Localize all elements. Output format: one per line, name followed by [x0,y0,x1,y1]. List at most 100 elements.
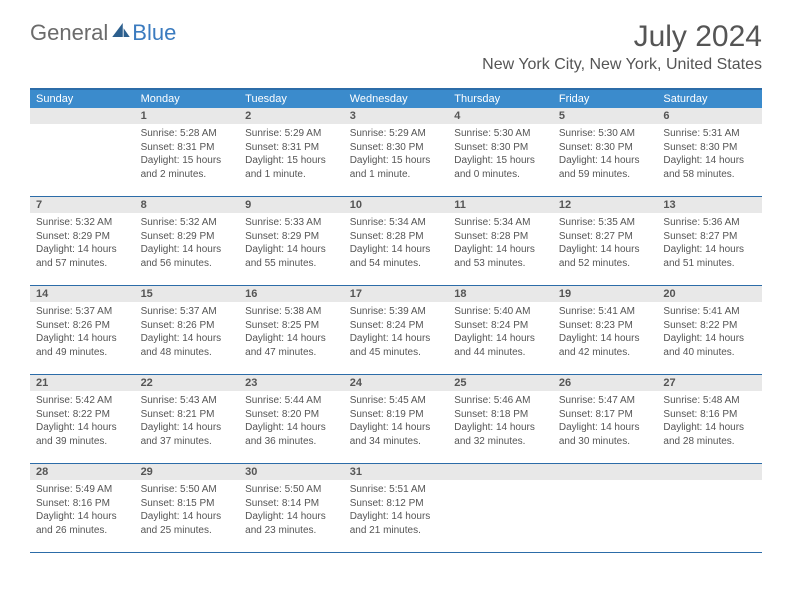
day-body: Sunrise: 5:50 AMSunset: 8:14 PMDaylight:… [239,480,344,543]
day-cell [448,464,553,552]
day-cell: 23Sunrise: 5:44 AMSunset: 8:20 PMDayligh… [239,375,344,463]
location: New York City, New York, United States [482,56,762,74]
day-body: Sunrise: 5:42 AMSunset: 8:22 PMDaylight:… [30,391,135,454]
daylight-text: Daylight: 14 hours and 49 minutes. [36,332,129,359]
daylight-text: Daylight: 15 hours and 1 minute. [350,154,443,181]
daylight-text: Daylight: 14 hours and 21 minutes. [350,510,443,537]
day-cell: 9Sunrise: 5:33 AMSunset: 8:29 PMDaylight… [239,197,344,285]
sunrise-text: Sunrise: 5:33 AM [245,216,338,230]
brand-text-blue: Blue [132,20,176,46]
daylight-text: Daylight: 14 hours and 39 minutes. [36,421,129,448]
day-number: 7 [30,197,135,213]
day-number: 10 [344,197,449,213]
sunset-text: Sunset: 8:15 PM [141,497,234,511]
day-number: 1 [135,108,240,124]
sunset-text: Sunset: 8:31 PM [141,141,234,155]
day-body: Sunrise: 5:37 AMSunset: 8:26 PMDaylight:… [30,302,135,365]
day-number: 13 [657,197,762,213]
day-number: 2 [239,108,344,124]
sunrise-text: Sunrise: 5:46 AM [454,394,547,408]
day-cell: 19Sunrise: 5:41 AMSunset: 8:23 PMDayligh… [553,286,658,374]
sunset-text: Sunset: 8:24 PM [454,319,547,333]
daylight-text: Daylight: 14 hours and 57 minutes. [36,243,129,270]
day-number: 18 [448,286,553,302]
day-cell: 3Sunrise: 5:29 AMSunset: 8:30 PMDaylight… [344,108,449,196]
sunrise-text: Sunrise: 5:30 AM [454,127,547,141]
sunset-text: Sunset: 8:20 PM [245,408,338,422]
day-cell: 7 Sunrise: 5:32 AMSunset: 8:29 PMDaylight… [30,197,135,285]
day-cell: 15Sunrise: 5:37 AMSunset: 8:26 PMDayligh… [135,286,240,374]
daylight-text: Daylight: 14 hours and 48 minutes. [141,332,234,359]
weeks-container: 1Sunrise: 5:28 AMSunset: 8:31 PMDaylight… [30,108,762,553]
daylight-text: Daylight: 14 hours and 58 minutes. [663,154,756,181]
sunset-text: Sunset: 8:29 PM [36,230,129,244]
sunrise-text: Sunrise: 5:48 AM [663,394,756,408]
sunrise-text: Sunrise: 5:49 AM [36,483,129,497]
daylight-text: Daylight: 15 hours and 2 minutes. [141,154,234,181]
day-body: Sunrise: 5:32 AMSunset: 8:29 PMDaylight:… [135,213,240,276]
sunrise-text: Sunrise: 5:32 AM [36,216,129,230]
day-cell: 1Sunrise: 5:28 AMSunset: 8:31 PMDaylight… [135,108,240,196]
day-cell: 17Sunrise: 5:39 AMSunset: 8:24 PMDayligh… [344,286,449,374]
day-cell: 26Sunrise: 5:47 AMSunset: 8:17 PMDayligh… [553,375,658,463]
day-number: 9 [239,197,344,213]
daylight-text: Daylight: 14 hours and 56 minutes. [141,243,234,270]
sunrise-text: Sunrise: 5:38 AM [245,305,338,319]
sunrise-text: Sunrise: 5:34 AM [350,216,443,230]
sunset-text: Sunset: 8:27 PM [663,230,756,244]
week-row: 28Sunrise: 5:49 AMSunset: 8:16 PMDayligh… [30,464,762,553]
day-number [30,108,135,124]
daylight-text: Daylight: 14 hours and 59 minutes. [559,154,652,181]
day-body [553,480,658,489]
sunset-text: Sunset: 8:30 PM [559,141,652,155]
sunrise-text: Sunrise: 5:51 AM [350,483,443,497]
dow-wednesday: Wednesday [344,90,449,108]
dow-monday: Monday [135,90,240,108]
day-body: Sunrise: 5:49 AMSunset: 8:16 PMDaylight:… [30,480,135,543]
sunset-text: Sunset: 8:19 PM [350,408,443,422]
dow-friday: Friday [553,90,658,108]
day-body: Sunrise: 5:50 AMSunset: 8:15 PMDaylight:… [135,480,240,543]
day-body: Sunrise: 5:39 AMSunset: 8:24 PMDaylight:… [344,302,449,365]
dow-saturday: Saturday [657,90,762,108]
day-number: 27 [657,375,762,391]
sunset-text: Sunset: 8:12 PM [350,497,443,511]
day-number: 29 [135,464,240,480]
day-body: Sunrise: 5:40 AMSunset: 8:24 PMDaylight:… [448,302,553,365]
day-body: Sunrise: 5:35 AMSunset: 8:27 PMDaylight:… [553,213,658,276]
day-number: 16 [239,286,344,302]
day-number: 4 [448,108,553,124]
daylight-text: Daylight: 14 hours and 25 minutes. [141,510,234,537]
sunrise-text: Sunrise: 5:50 AM [141,483,234,497]
day-number: 15 [135,286,240,302]
day-cell: 11Sunrise: 5:34 AMSunset: 8:28 PMDayligh… [448,197,553,285]
day-body: Sunrise: 5:31 AMSunset: 8:30 PMDaylight:… [657,124,762,187]
sunset-text: Sunset: 8:22 PM [663,319,756,333]
sunrise-text: Sunrise: 5:44 AM [245,394,338,408]
day-of-week-row: Sunday Monday Tuesday Wednesday Thursday… [30,90,762,108]
sunset-text: Sunset: 8:14 PM [245,497,338,511]
sunset-text: Sunset: 8:16 PM [36,497,129,511]
daylight-text: Daylight: 15 hours and 1 minute. [245,154,338,181]
day-number: 19 [553,286,658,302]
day-body: Sunrise: 5:44 AMSunset: 8:20 PMDaylight:… [239,391,344,454]
sunrise-text: Sunrise: 5:42 AM [36,394,129,408]
day-number: 24 [344,375,449,391]
day-cell: 27Sunrise: 5:48 AMSunset: 8:16 PMDayligh… [657,375,762,463]
daylight-text: Daylight: 14 hours and 52 minutes. [559,243,652,270]
sunrise-text: Sunrise: 5:45 AM [350,394,443,408]
daylight-text: Daylight: 14 hours and 47 minutes. [245,332,338,359]
day-cell: 2Sunrise: 5:29 AMSunset: 8:31 PMDaylight… [239,108,344,196]
sunrise-text: Sunrise: 5:50 AM [245,483,338,497]
sunrise-text: Sunrise: 5:29 AM [245,127,338,141]
sunset-text: Sunset: 8:16 PM [663,408,756,422]
day-cell: 14Sunrise: 5:37 AMSunset: 8:26 PMDayligh… [30,286,135,374]
daylight-text: Daylight: 14 hours and 37 minutes. [141,421,234,448]
day-number: 8 [135,197,240,213]
day-body: Sunrise: 5:45 AMSunset: 8:19 PMDaylight:… [344,391,449,454]
day-body [657,480,762,489]
day-body: Sunrise: 5:28 AMSunset: 8:31 PMDaylight:… [135,124,240,187]
day-number: 31 [344,464,449,480]
sunrise-text: Sunrise: 5:34 AM [454,216,547,230]
day-number: 5 [553,108,658,124]
